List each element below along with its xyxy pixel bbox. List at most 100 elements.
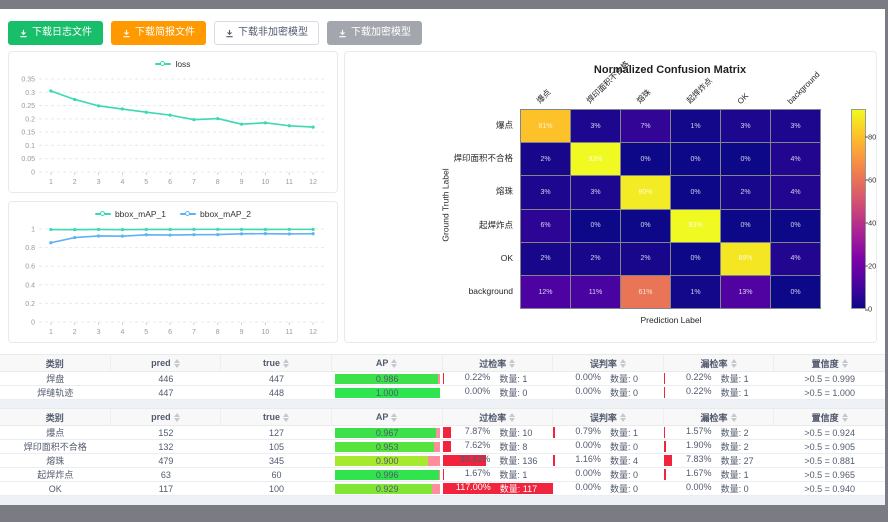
download-icon (226, 29, 233, 37)
rate-bar (442, 454, 487, 466)
sort-caret-icon[interactable] (283, 412, 290, 422)
rate-count: 数量: 2 (720, 442, 749, 452)
map-chart-card: bbox_mAP_1 bbox_mAP_2 0 0.2 0.4 0.6 0.8 1 1 2 3 4 5… (8, 201, 338, 343)
rate-count: 数量: 0 (609, 470, 638, 480)
ap-value: 0.967 (375, 427, 399, 438)
rate-count: 数量: 2 (720, 428, 749, 438)
rate-cell: 0.79% 数量: 1 (553, 426, 664, 440)
pred-cell: 117 (110, 482, 222, 496)
svg-text:6: 6 (168, 329, 172, 336)
sort-caret-icon[interactable] (173, 412, 180, 422)
legend-item-bbox_mAP_2[interactable]: bbox_mAP_2 (180, 209, 251, 219)
map-chart-legend: bbox_mAP_1 bbox_mAP_2 (9, 202, 337, 222)
column-header-6[interactable]: 漏检率 (663, 355, 775, 372)
column-header-5[interactable]: 误判率 (553, 355, 664, 372)
class-cell: 起焊炸点 (0, 468, 111, 482)
column-header-4[interactable]: 过检率 (442, 355, 554, 372)
rate-cell: 0.00% 数量: 0 (553, 482, 664, 496)
sort-caret-icon[interactable] (619, 358, 626, 368)
svg-text:0.2: 0.2 (25, 301, 35, 308)
column-header-6[interactable]: 漏检率 (663, 409, 775, 426)
sort-caret-icon[interactable] (841, 412, 848, 422)
confidence-cell: >0.5 = 0.940 (774, 482, 885, 496)
matrix-cell: 6% (521, 209, 570, 242)
sort-caret-icon[interactable] (509, 412, 516, 422)
column-header-2[interactable]: true (221, 409, 332, 426)
ap-value: 0.996 (375, 469, 399, 480)
column-header-1[interactable]: pred (110, 355, 222, 372)
svg-text:0.1: 0.1 (25, 143, 35, 150)
sort-caret-icon[interactable] (283, 358, 290, 368)
rate-count: 数量: 8 (499, 442, 528, 452)
rate-count: 数量: 27 (720, 456, 754, 466)
download-encrypted-model-button[interactable]: 下载加密模型 (327, 21, 422, 45)
confusion-matrix-title: Normalized Confusion Matrix (593, 64, 747, 76)
svg-text:1: 1 (31, 227, 35, 234)
button-label: 下载简报文件 (135, 27, 195, 38)
column-header-7[interactable]: 置信度 (774, 355, 885, 372)
confusion-matrix-column-labels: 爆点 焊印面积不合格 熔珠 起焊炸点 OK background (520, 59, 822, 108)
pred-cell: 446 (110, 372, 222, 386)
rate-percent: 0.00% (464, 386, 491, 396)
svg-text:3: 3 (97, 179, 101, 186)
sort-caret-icon[interactable] (391, 358, 398, 368)
ap-cell: 0.953 (331, 440, 443, 454)
ap-cell: 0.929 (331, 482, 443, 496)
legend-item-bbox_mAP_1[interactable]: bbox_mAP_1 (94, 209, 166, 219)
rate-bar (663, 468, 666, 480)
true-cell: 105 (221, 440, 332, 454)
column-header-2[interactable]: true (221, 355, 332, 372)
legend-item-loss[interactable]: loss (155, 59, 191, 69)
sort-caret-icon[interactable] (173, 358, 180, 368)
column-header-7[interactable]: 置信度 (774, 409, 885, 426)
rate-percent: 0.00% (575, 482, 601, 492)
svg-text:12: 12 (309, 329, 317, 336)
column-header-5[interactable]: 误判率 (553, 409, 664, 426)
matrix-cell: 0% (721, 209, 770, 242)
rate-bar (442, 482, 554, 494)
table-row: 爆点 152 127 0.967 7.87% 数量: 10 0.79% 数量: 1 1.57% 数… (0, 426, 885, 440)
confidence-cell: >0.5 = 0.881 (774, 454, 885, 468)
rate-bar (663, 440, 666, 452)
table-row: 焊印面积不合格 132 105 0.953 7.62% 数量: 8 0.00% 数量: 0 1.… (0, 440, 885, 454)
sort-caret-icon[interactable] (730, 412, 737, 422)
confusion-matrix-card: Normalized Confusion Matrix 爆点 焊印面积不合格 熔珠起… (344, 51, 877, 343)
rate-count: 数量: 4 (609, 456, 638, 466)
sort-caret-icon[interactable] (730, 358, 737, 368)
column-header-label: pred (151, 358, 171, 368)
sort-caret-icon[interactable] (619, 412, 626, 422)
pred-cell: 447 (110, 386, 222, 400)
column-header-label: true (263, 412, 281, 422)
table-row: 熔珠 479 345 0.900 39.42% 数量: 136 1.16% 数量: 4 7.83… (0, 454, 885, 468)
svg-text:1: 1 (49, 179, 53, 186)
confidence-cell: >0.5 = 1.000 (774, 386, 885, 400)
legend-label: bbox_mAP_2 (200, 209, 252, 219)
column-header-3[interactable]: AP (331, 355, 443, 372)
matrix-cell: 0% (621, 209, 670, 242)
download-plain-model-button[interactable]: 下载非加密模型 (214, 21, 319, 45)
download-report-button[interactable]: 下载简报文件 (111, 21, 206, 45)
ap-bar (334, 427, 436, 438)
rate-cell: 7.83% 数量: 27 (663, 454, 775, 468)
table-header-row: 类别 pred true AP 过检率 误判率 漏检率 置信度 (0, 355, 885, 372)
class-cell: 焊盘 (0, 372, 111, 386)
legend-marker (94, 210, 111, 216)
ap-bar (334, 441, 435, 452)
column-header-3[interactable]: AP (331, 409, 443, 426)
column-header-0: 类别 (0, 355, 111, 372)
ap-bar (334, 387, 440, 398)
download-log-button[interactable]: 下载日志文件 (8, 21, 103, 45)
sort-caret-icon[interactable] (391, 412, 398, 422)
sort-caret-icon[interactable] (841, 358, 848, 368)
svg-text:0.25: 0.25 (21, 103, 35, 110)
matrix-cell: 4% (771, 176, 820, 209)
column-header-1[interactable]: pred (110, 409, 222, 426)
column-header-4[interactable]: 过检率 (442, 409, 554, 426)
sort-caret-icon[interactable] (509, 358, 516, 368)
matrix-cell: 2% (521, 143, 570, 176)
svg-text:0.05: 0.05 (21, 156, 35, 163)
matrix-col-label: OK (735, 91, 751, 106)
matrix-cell: 3% (571, 110, 620, 143)
colorbar-tick-label: 80 (864, 132, 877, 142)
